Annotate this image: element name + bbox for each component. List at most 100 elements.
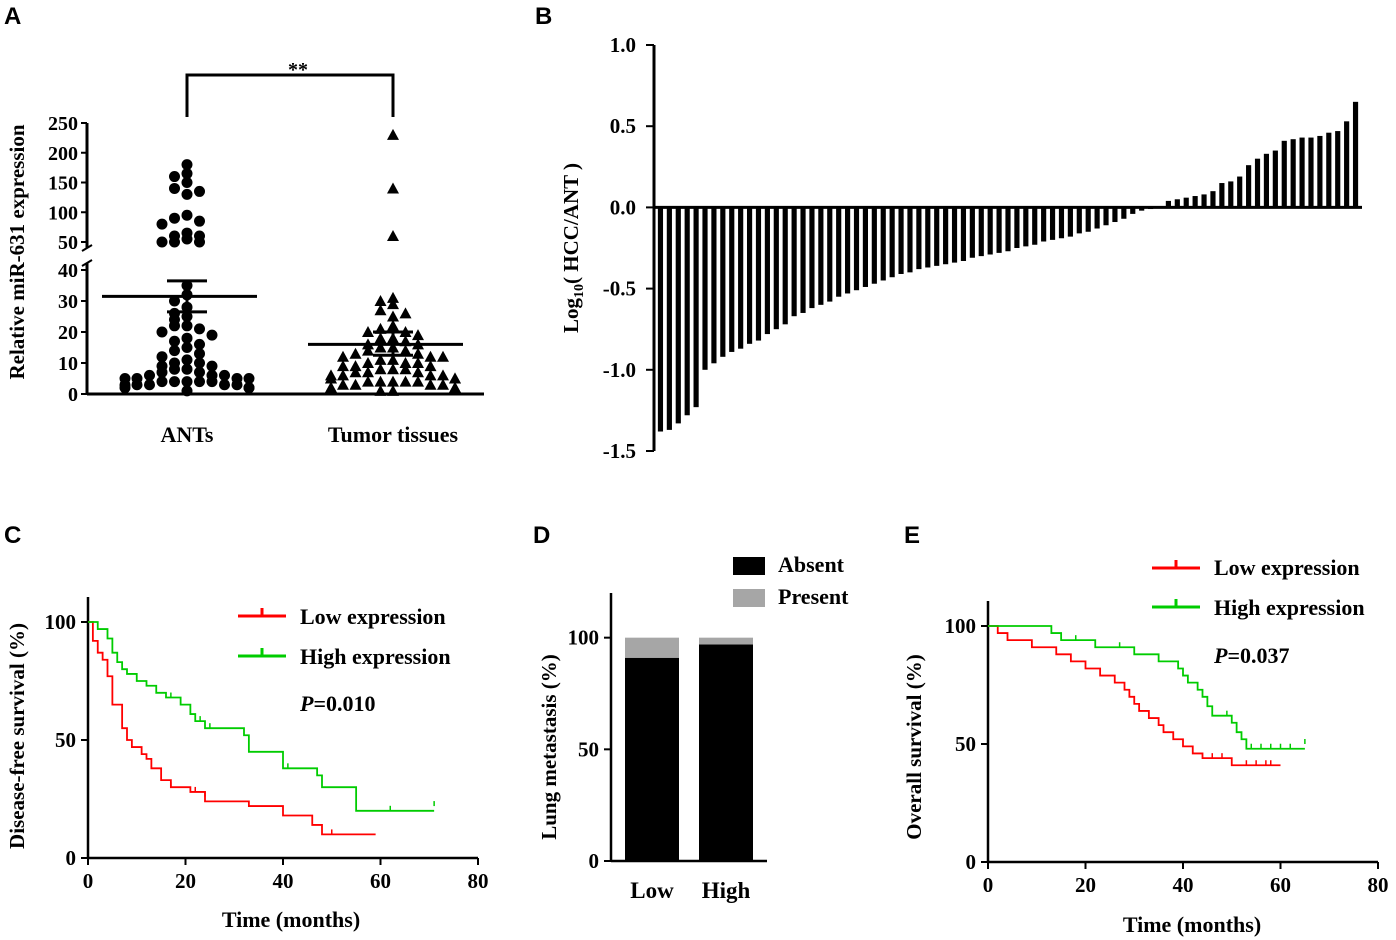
panel-b-bar: [1085, 207, 1091, 232]
panel-a-point-tumor: [337, 350, 349, 362]
panel-b-bar: [978, 207, 984, 257]
panel-a-point-ants: [181, 332, 193, 344]
panel-e-pvalue-prefix: P: [1213, 643, 1228, 668]
panel-a-point-tumor: [387, 128, 399, 140]
panel-a-point-ants: [243, 382, 255, 394]
panel-d-bar-high-absent: [699, 644, 753, 861]
panel-b-bar: [1023, 207, 1029, 247]
panel-a-point-tumor: [374, 375, 387, 387]
panel-c-low-curve: [88, 621, 376, 836]
panel-e-xtick-label: 0: [983, 873, 994, 897]
panel-b-bar: [845, 207, 851, 294]
panel-b-ytick-label: 1.0: [610, 33, 636, 57]
panel-b-bar: [1014, 207, 1020, 248]
panel-b-bar: [1326, 132, 1332, 208]
panel-c-xtick-label: 0: [83, 869, 94, 893]
panel-b-bar: [987, 207, 993, 255]
panel-a-point-tumor: [387, 182, 399, 194]
panel-b-bar: Log10( HCC/ANT ) 1.0 0.5 0.0 -0.5 -1.0 -1.5: [559, 33, 1362, 463]
panel-b-ytick-label: -0.5: [603, 277, 636, 301]
panel-b-bar: [1219, 183, 1225, 208]
panel-a-point-tumor: [337, 369, 349, 381]
panel-b-bar: [818, 207, 824, 305]
panel-b-bar: [907, 207, 913, 273]
panel-a-point-ants: [219, 379, 230, 391]
panel-e-km: Overall survival (%) Time (months) 0 50 10…: [902, 555, 1389, 937]
panel-d-legend-present-swatch: [733, 589, 765, 607]
panel-a-point-tumor: [412, 375, 424, 387]
panel-b-bar: [1210, 191, 1216, 208]
panel-a-axis-break-2: [81, 244, 93, 252]
panel-b-bar: [916, 207, 922, 270]
panel-a-point-ants: [181, 385, 193, 397]
panel-a-point-ants: [169, 320, 180, 332]
panel-a-point-ants: [156, 376, 168, 388]
panel-b-bar: [880, 207, 886, 281]
panel-e-xtick-label: 80: [1368, 873, 1389, 897]
panel-c-xlabel: Time (months): [222, 907, 360, 932]
panel-b-bar: [809, 207, 815, 309]
panel-a-ytick-label: 0: [68, 384, 78, 406]
panel-b-bar: [996, 207, 1002, 253]
panel-a-point-tumor: [424, 360, 437, 372]
panel-a-point-tumor: [399, 375, 412, 387]
panel-a-ytick-label: 30: [58, 291, 78, 313]
panel-a-point-tumor: [362, 357, 374, 368]
panel-b-bar: [1121, 207, 1127, 219]
panel-a-point-ants: [169, 212, 180, 224]
panel-d-ytick-label: 100: [568, 626, 600, 650]
panel-b-bar: [871, 207, 877, 284]
panel-b-bar: [836, 207, 842, 297]
panel-b-bar: [862, 207, 869, 287]
panel-b-bar: [746, 207, 753, 344]
panel-a-point-tumor: [387, 291, 399, 303]
panel-a-point-ants: [194, 357, 205, 369]
panel-a-point-tumor: [362, 326, 374, 337]
panel-c-legend-low-label: Low expression: [300, 604, 446, 629]
panel-b-bar: [1281, 140, 1287, 208]
panel-a-point-ants: [206, 376, 218, 388]
panel-b-bar: [969, 207, 975, 258]
panel-a-point-ants: [181, 342, 193, 353]
panel-a-point-ants: [169, 182, 180, 194]
panel-a-point-ants: [156, 326, 168, 338]
panel-d-ytick-label: 0: [589, 849, 600, 873]
panel-b-bar: [791, 207, 797, 317]
panel-a-ytick-label: 100: [48, 202, 78, 224]
panel-a-point-ants: [181, 159, 193, 171]
panel-a-point-tumor: [437, 378, 449, 390]
panel-a-point-tumor: [399, 363, 412, 375]
panel-a-point-tumor: [362, 366, 374, 378]
panel-d-category-label: Low: [630, 878, 674, 903]
panel-b-bar: [853, 207, 860, 291]
panel-label-e: E: [904, 522, 920, 549]
panel-c-xtick-label: 80: [468, 869, 489, 893]
panel-a-point-tumor: [387, 375, 399, 387]
panel-a-point-ants: [169, 363, 180, 375]
panel-a-point-ants: [169, 171, 180, 183]
panel-a-point-tumor: [412, 329, 424, 341]
panel-a-point-ants: [194, 185, 205, 197]
panel-b-ylabel-sub: 10: [572, 284, 587, 298]
panel-a-point-tumor: [374, 341, 387, 353]
panel-b-bar: [1049, 207, 1056, 240]
panel-a-point-ants: [194, 348, 205, 360]
panel-a-point-ants: [144, 369, 155, 381]
panel-b-bar: [1005, 207, 1011, 252]
panel-a-point-tumor: [325, 372, 337, 384]
panel-b-bar: [657, 207, 664, 432]
panel-a-category-tumor: Tumor tissues: [328, 422, 459, 447]
panel-a-ytick-label: 250: [48, 113, 78, 135]
panel-b-ylabel: Log10( HCC/ANT ): [559, 163, 587, 333]
panel-a-point-ants: [181, 354, 193, 366]
panel-a-point-tumor: [387, 230, 399, 242]
panel-b-bar: [1130, 207, 1136, 214]
panel-b-bar: [827, 207, 833, 302]
panel-a-point-ants: [131, 379, 143, 391]
panel-a-point-ants: [169, 335, 180, 347]
panel-a-point-ants: [169, 376, 180, 388]
panel-a-point-ants: [219, 369, 230, 381]
panel-a-point-tumor: [412, 366, 424, 378]
panel-e-legend-low-label: Low expression: [1214, 555, 1360, 580]
